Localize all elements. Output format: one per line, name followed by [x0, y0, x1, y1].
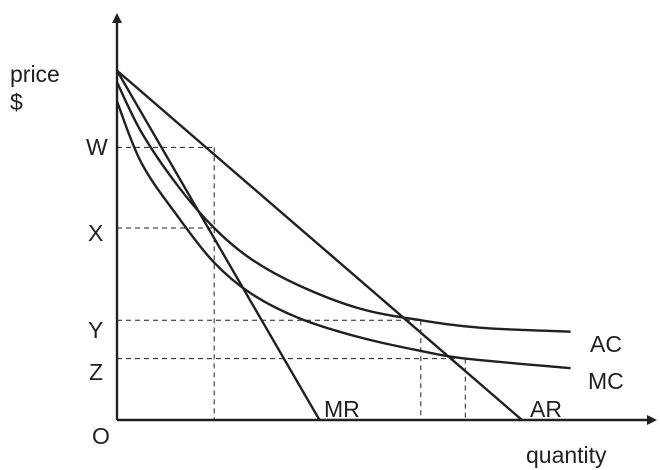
tick-label-w: W	[86, 134, 108, 160]
series-curves	[115, 69, 571, 421]
ylabel-line-2: $	[10, 89, 23, 115]
curve-label-ac: AC	[590, 331, 622, 357]
series-mr-line	[115, 69, 321, 421]
tick-label-y: Y	[88, 317, 103, 343]
curve-label-mc: MC	[588, 368, 624, 394]
dashed-guide-lines	[117, 146, 466, 420]
series-ac-line	[115, 81, 571, 333]
axes	[112, 13, 657, 425]
origin-label: O	[92, 423, 110, 449]
ylabel-line-1: price	[10, 61, 60, 87]
tick-label-z: Z	[89, 359, 103, 385]
series-ar-line	[116, 69, 523, 421]
xlabel: quantity	[526, 442, 607, 468]
curve-label-mr: MR	[324, 396, 360, 422]
series-mc-line	[115, 100, 571, 370]
tick-label-x: X	[88, 220, 103, 246]
text-labels: price $ O quantity W X Y Z AC MC MR AR	[10, 61, 624, 468]
curve-label-ar: AR	[530, 396, 562, 422]
